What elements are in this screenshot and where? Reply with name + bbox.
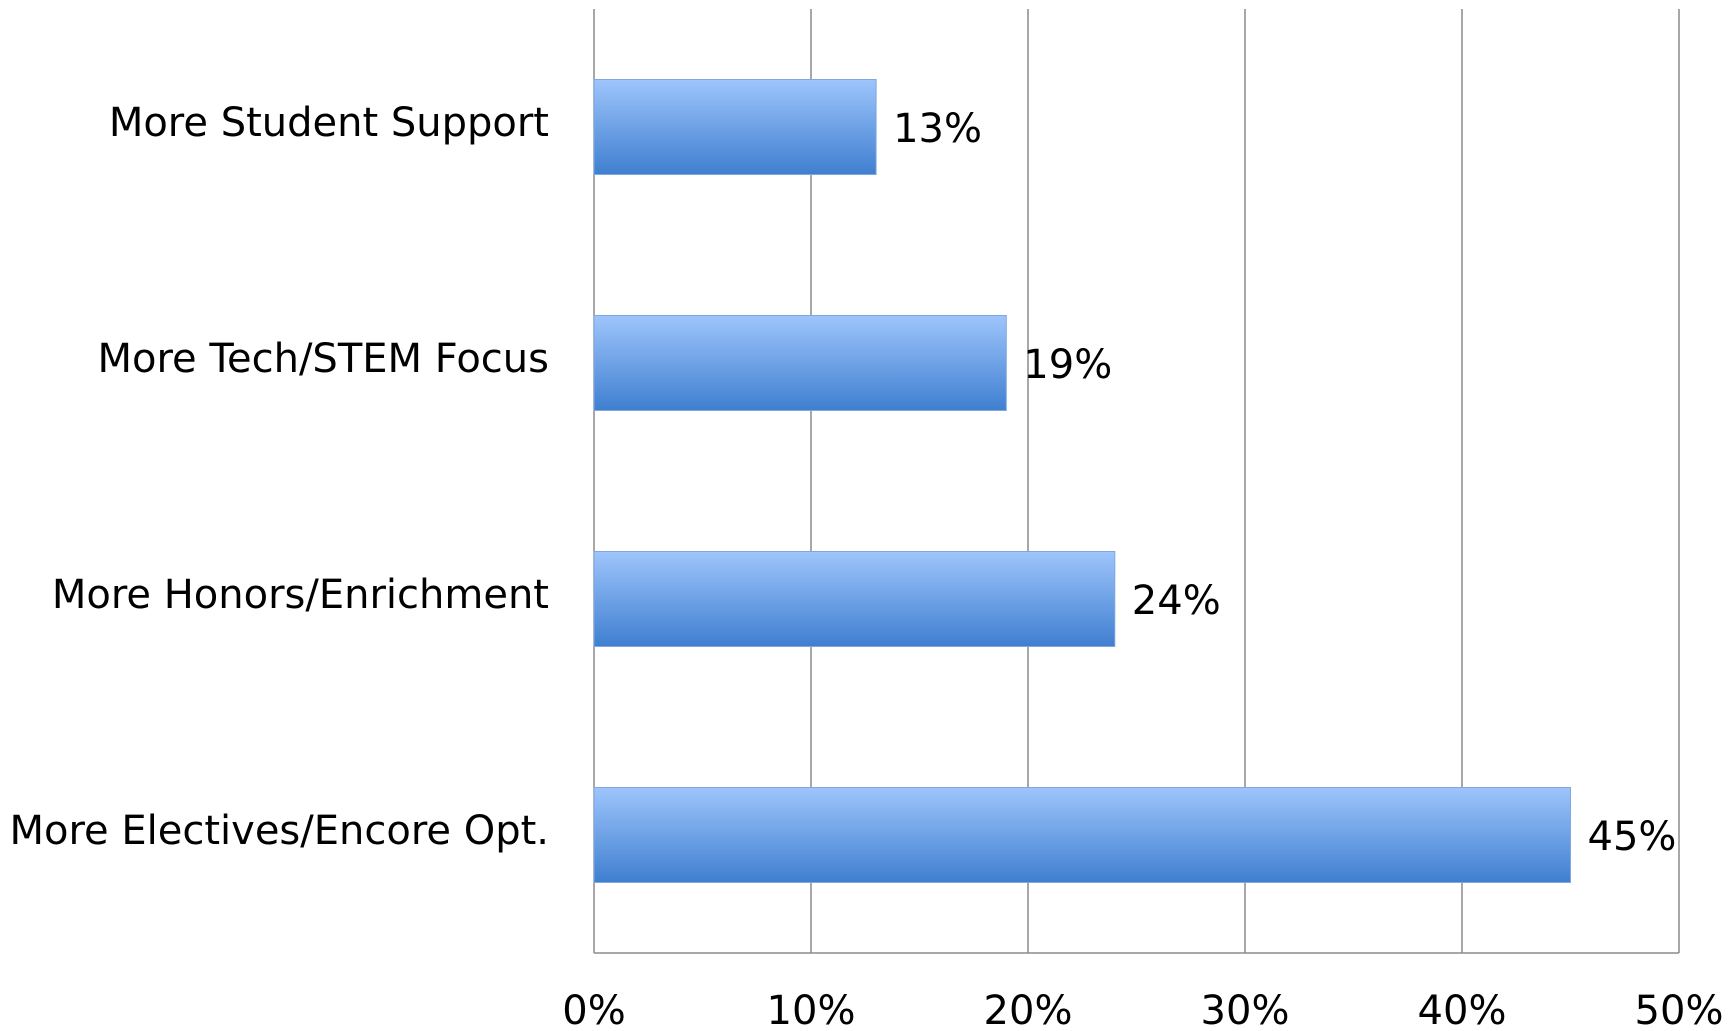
value-label: 13% bbox=[893, 106, 982, 152]
x-tick-label: 0% bbox=[562, 988, 625, 1031]
bar bbox=[593, 79, 877, 175]
x-tick-label: 20% bbox=[984, 988, 1073, 1031]
y-tick-label: More Honors/Enrichment bbox=[52, 572, 549, 618]
bar bbox=[593, 551, 1116, 647]
value-label: 45% bbox=[1588, 814, 1677, 860]
x-tick-label: 40% bbox=[1418, 988, 1507, 1031]
value-label: 24% bbox=[1132, 578, 1221, 624]
y-tick-label: More Tech/STEM Focus bbox=[97, 336, 549, 382]
bar bbox=[593, 315, 1007, 411]
x-tick-label: 50% bbox=[1635, 988, 1724, 1031]
bar bbox=[593, 787, 1571, 883]
value-label: 19% bbox=[1023, 342, 1112, 388]
x-tick-label: 30% bbox=[1201, 988, 1290, 1031]
y-tick-label: More Electives/Encore Opt. bbox=[9, 808, 549, 854]
x-tick-label: 10% bbox=[767, 988, 856, 1031]
y-tick-label: More Student Support bbox=[109, 100, 549, 146]
